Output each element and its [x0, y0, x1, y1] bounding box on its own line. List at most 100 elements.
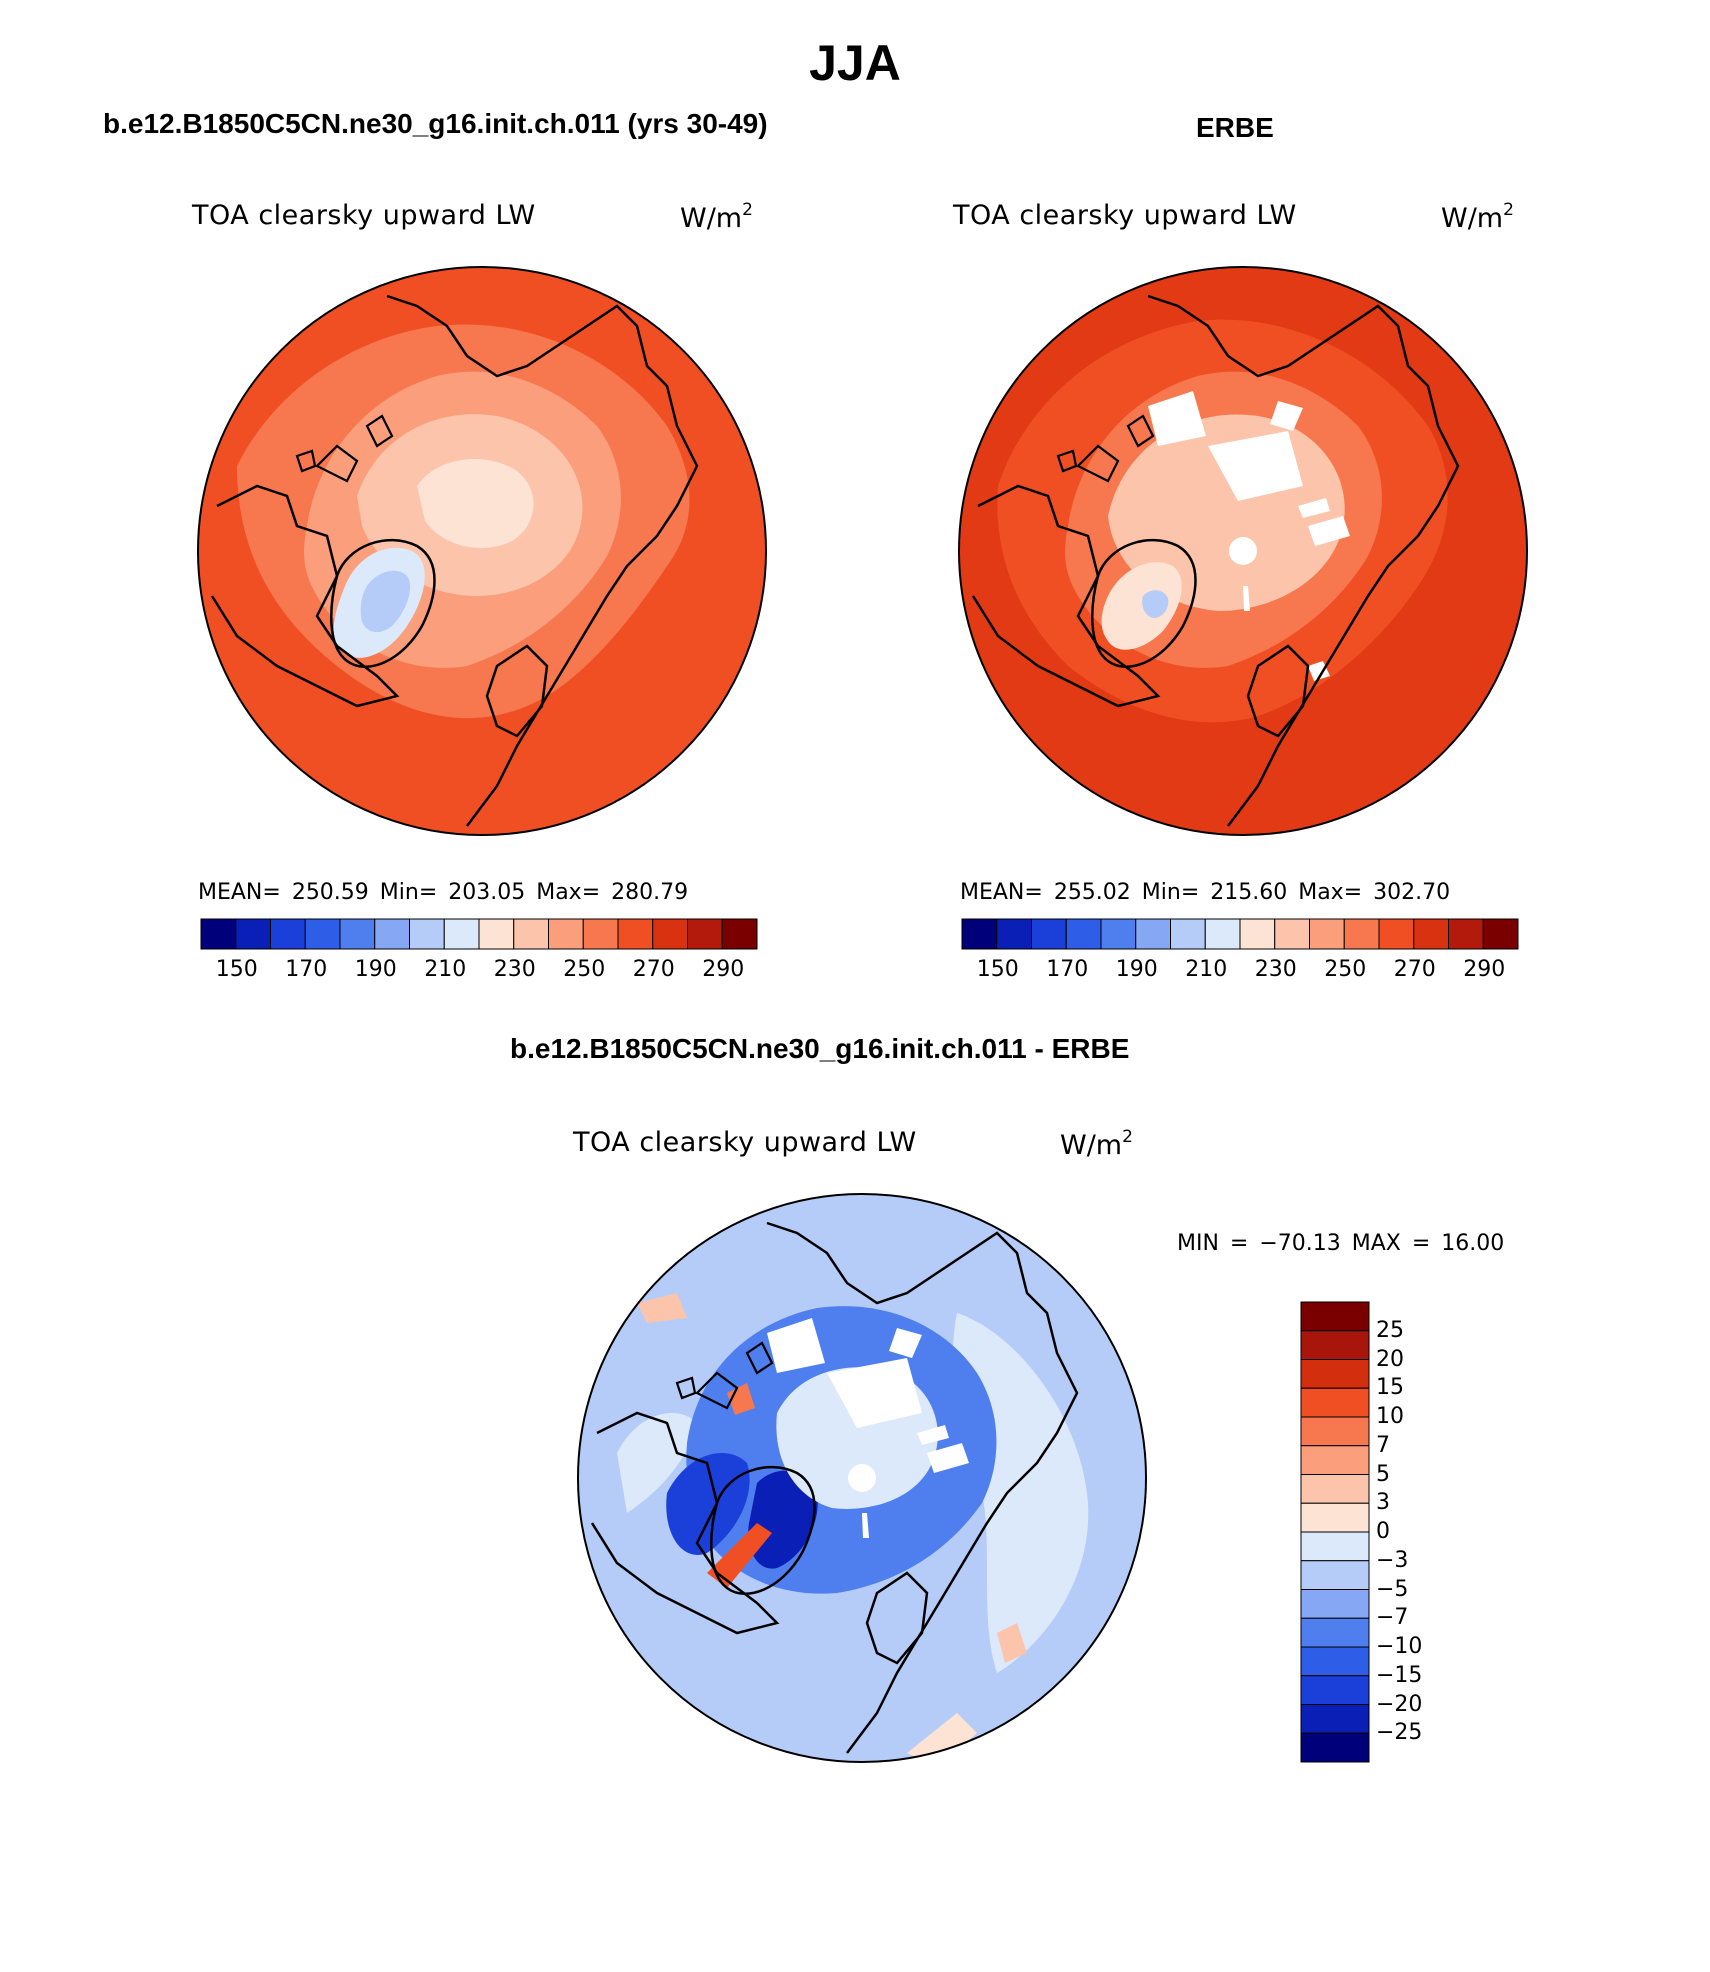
obs-colorbar-tick-label: 250	[1324, 957, 1367, 982]
diff-colorbar-tick-label: −10	[1376, 1634, 1423, 1659]
obs-colorbar-tick-label: 170	[1046, 957, 1089, 982]
obs-colorbar-box	[996, 918, 1032, 950]
obs-colorbar-box	[1343, 918, 1380, 950]
model-colorbar-tick-label: 270	[632, 957, 675, 982]
map-model-coastline-eurasia	[386, 294, 699, 827]
diff-colorbar-box	[1300, 1387, 1370, 1418]
variable-label-model: TOA clearsky upward LW	[192, 200, 536, 231]
model-colorbar-box	[513, 918, 549, 950]
diff-colorbar-tick-label: 3	[1376, 1490, 1390, 1516]
map-obs-greenland-ice	[1101, 562, 1182, 650]
obs-colorbar-tick-label: 290	[1463, 957, 1506, 982]
model-colorbar-box	[270, 918, 306, 950]
obs-colorbar-box	[1482, 918, 1519, 950]
map-obs-coastline-islands	[1056, 414, 1155, 483]
map-model-coastline-greenland	[330, 538, 436, 669]
diff-colorbar-box	[1300, 1675, 1370, 1705]
model-colorbar-tick-label: 250	[563, 957, 606, 982]
model-colorbar-tick-label: 210	[424, 957, 467, 982]
map-diff-coastline-eurasia	[766, 1221, 1079, 1754]
map-diff-border	[577, 1193, 1147, 1763]
panel-title-model: b.e12.B1850C5CN.ne30_g16.init.ch.011 (yr…	[103, 108, 768, 139]
obs-colorbar-box	[1239, 918, 1276, 950]
map-obs-coastline-scandinavia	[1246, 644, 1310, 738]
obs-colorbar-tick-label: 270	[1393, 957, 1436, 982]
map-model-coastline-scandinavia	[485, 644, 549, 738]
diff-colorbar-box	[1300, 1704, 1370, 1734]
diff-colorbar-tick-label: −3	[1376, 1547, 1409, 1573]
model-colorbar-box	[339, 918, 376, 950]
panel-title-obs: ERBE	[1196, 112, 1274, 143]
obs-colorbar-box	[1448, 918, 1484, 950]
model-colorbar-box	[478, 918, 515, 950]
diff-colorbar-box	[1300, 1732, 1370, 1763]
colorbar-diff	[1300, 1301, 1370, 1763]
model-colorbar-tick-label: 290	[702, 957, 745, 982]
colorbar-model	[200, 918, 758, 950]
model-colorbar-box	[652, 918, 688, 950]
obs-colorbar-box	[961, 918, 998, 950]
model-colorbar-box	[235, 918, 271, 950]
units-label-obs: W/m2	[1441, 200, 1514, 234]
figure-title: JJA	[809, 35, 901, 91]
map-obs-border	[958, 266, 1528, 836]
obs-colorbar-box	[1309, 918, 1345, 950]
map-diff-strong-negative	[666, 1453, 750, 1555]
diff-colorbar-box	[1300, 1416, 1370, 1447]
obs-colorbar-tick-label: 210	[1185, 957, 1228, 982]
model-colorbar-box	[582, 918, 619, 950]
model-colorbar-box	[617, 918, 654, 950]
diff-colorbar-box	[1300, 1301, 1370, 1332]
map-obs-greenland-core	[1142, 590, 1169, 618]
map-diff-positive-patch-1	[727, 1383, 755, 1415]
diff-colorbar-box	[1300, 1445, 1370, 1475]
diff-colorbar-box	[1300, 1646, 1370, 1677]
map-diff-coastline-islands	[675, 1341, 774, 1410]
diff-colorbar-tick-label: −15	[1376, 1662, 1423, 1688]
stats-diff: MIN = −70.13 MAX = 16.00	[1177, 1231, 1505, 1256]
model-colorbar-tick-label: 190	[354, 957, 397, 982]
map-diff-missing-data	[767, 1318, 969, 1538]
map-diff-strong-negative-2	[748, 1470, 818, 1569]
obs-colorbar-box	[1135, 918, 1171, 950]
diff-colorbar-tick-label: 25	[1376, 1317, 1404, 1343]
diff-colorbar-box	[1300, 1502, 1370, 1533]
map-obs-coastline-greenland	[1091, 538, 1197, 669]
map-model-coastline-islands	[295, 414, 394, 483]
model-colorbar-box	[721, 918, 758, 950]
diff-colorbar-box	[1300, 1359, 1370, 1389]
map-diff-light-zone-west	[617, 1413, 697, 1513]
map-model-greenland-core	[360, 570, 411, 633]
map-diff-positive-patch-2	[997, 1623, 1027, 1663]
variable-label-obs: TOA clearsky upward LW	[953, 200, 1297, 231]
map-model	[197, 266, 767, 836]
stats-obs: MEAN= 255.02 Min= 215.60 Max= 302.70	[960, 880, 1451, 905]
map-diff	[577, 1193, 1147, 1763]
map-diff-coastline-greenland	[710, 1465, 816, 1596]
model-colorbar-box	[200, 918, 237, 950]
obs-colorbar-tick-label: 150	[976, 957, 1019, 982]
map-obs	[958, 266, 1528, 836]
diff-colorbar-tick-label: 20	[1376, 1346, 1404, 1372]
model-colorbar-box	[687, 918, 723, 950]
diff-colorbar-box	[1300, 1474, 1370, 1504]
diff-colorbar-tick-label: 0	[1376, 1519, 1390, 1544]
diff-colorbar-box	[1300, 1560, 1370, 1590]
diff-colorbar-tick-label: −5	[1376, 1576, 1409, 1602]
model-colorbar-tick-label: 230	[493, 957, 536, 982]
variable-label-diff: TOA clearsky upward LW	[573, 1127, 917, 1158]
units-label-diff: W/m2	[1060, 1127, 1133, 1161]
obs-colorbar-box	[1031, 918, 1067, 950]
map-diff-coastline-scandinavia	[865, 1571, 929, 1665]
diff-colorbar-tick-label: 15	[1376, 1375, 1404, 1401]
obs-colorbar-box	[1100, 918, 1137, 950]
panel-title-diff: b.e12.B1850C5CN.ne30_g16.init.ch.011 - E…	[510, 1033, 1130, 1064]
obs-colorbar-box	[1378, 918, 1415, 950]
obs-colorbar-box	[1065, 918, 1102, 950]
map-obs-coastline-eurasia	[1147, 294, 1460, 827]
map-model-polar-max	[417, 459, 534, 549]
stats-model: MEAN= 250.59 Min= 203.05 Max= 280.79	[198, 880, 689, 905]
obs-colorbar-box	[1274, 918, 1310, 950]
model-colorbar-box	[409, 918, 445, 950]
diff-colorbar-tick-label: 5	[1376, 1461, 1390, 1487]
